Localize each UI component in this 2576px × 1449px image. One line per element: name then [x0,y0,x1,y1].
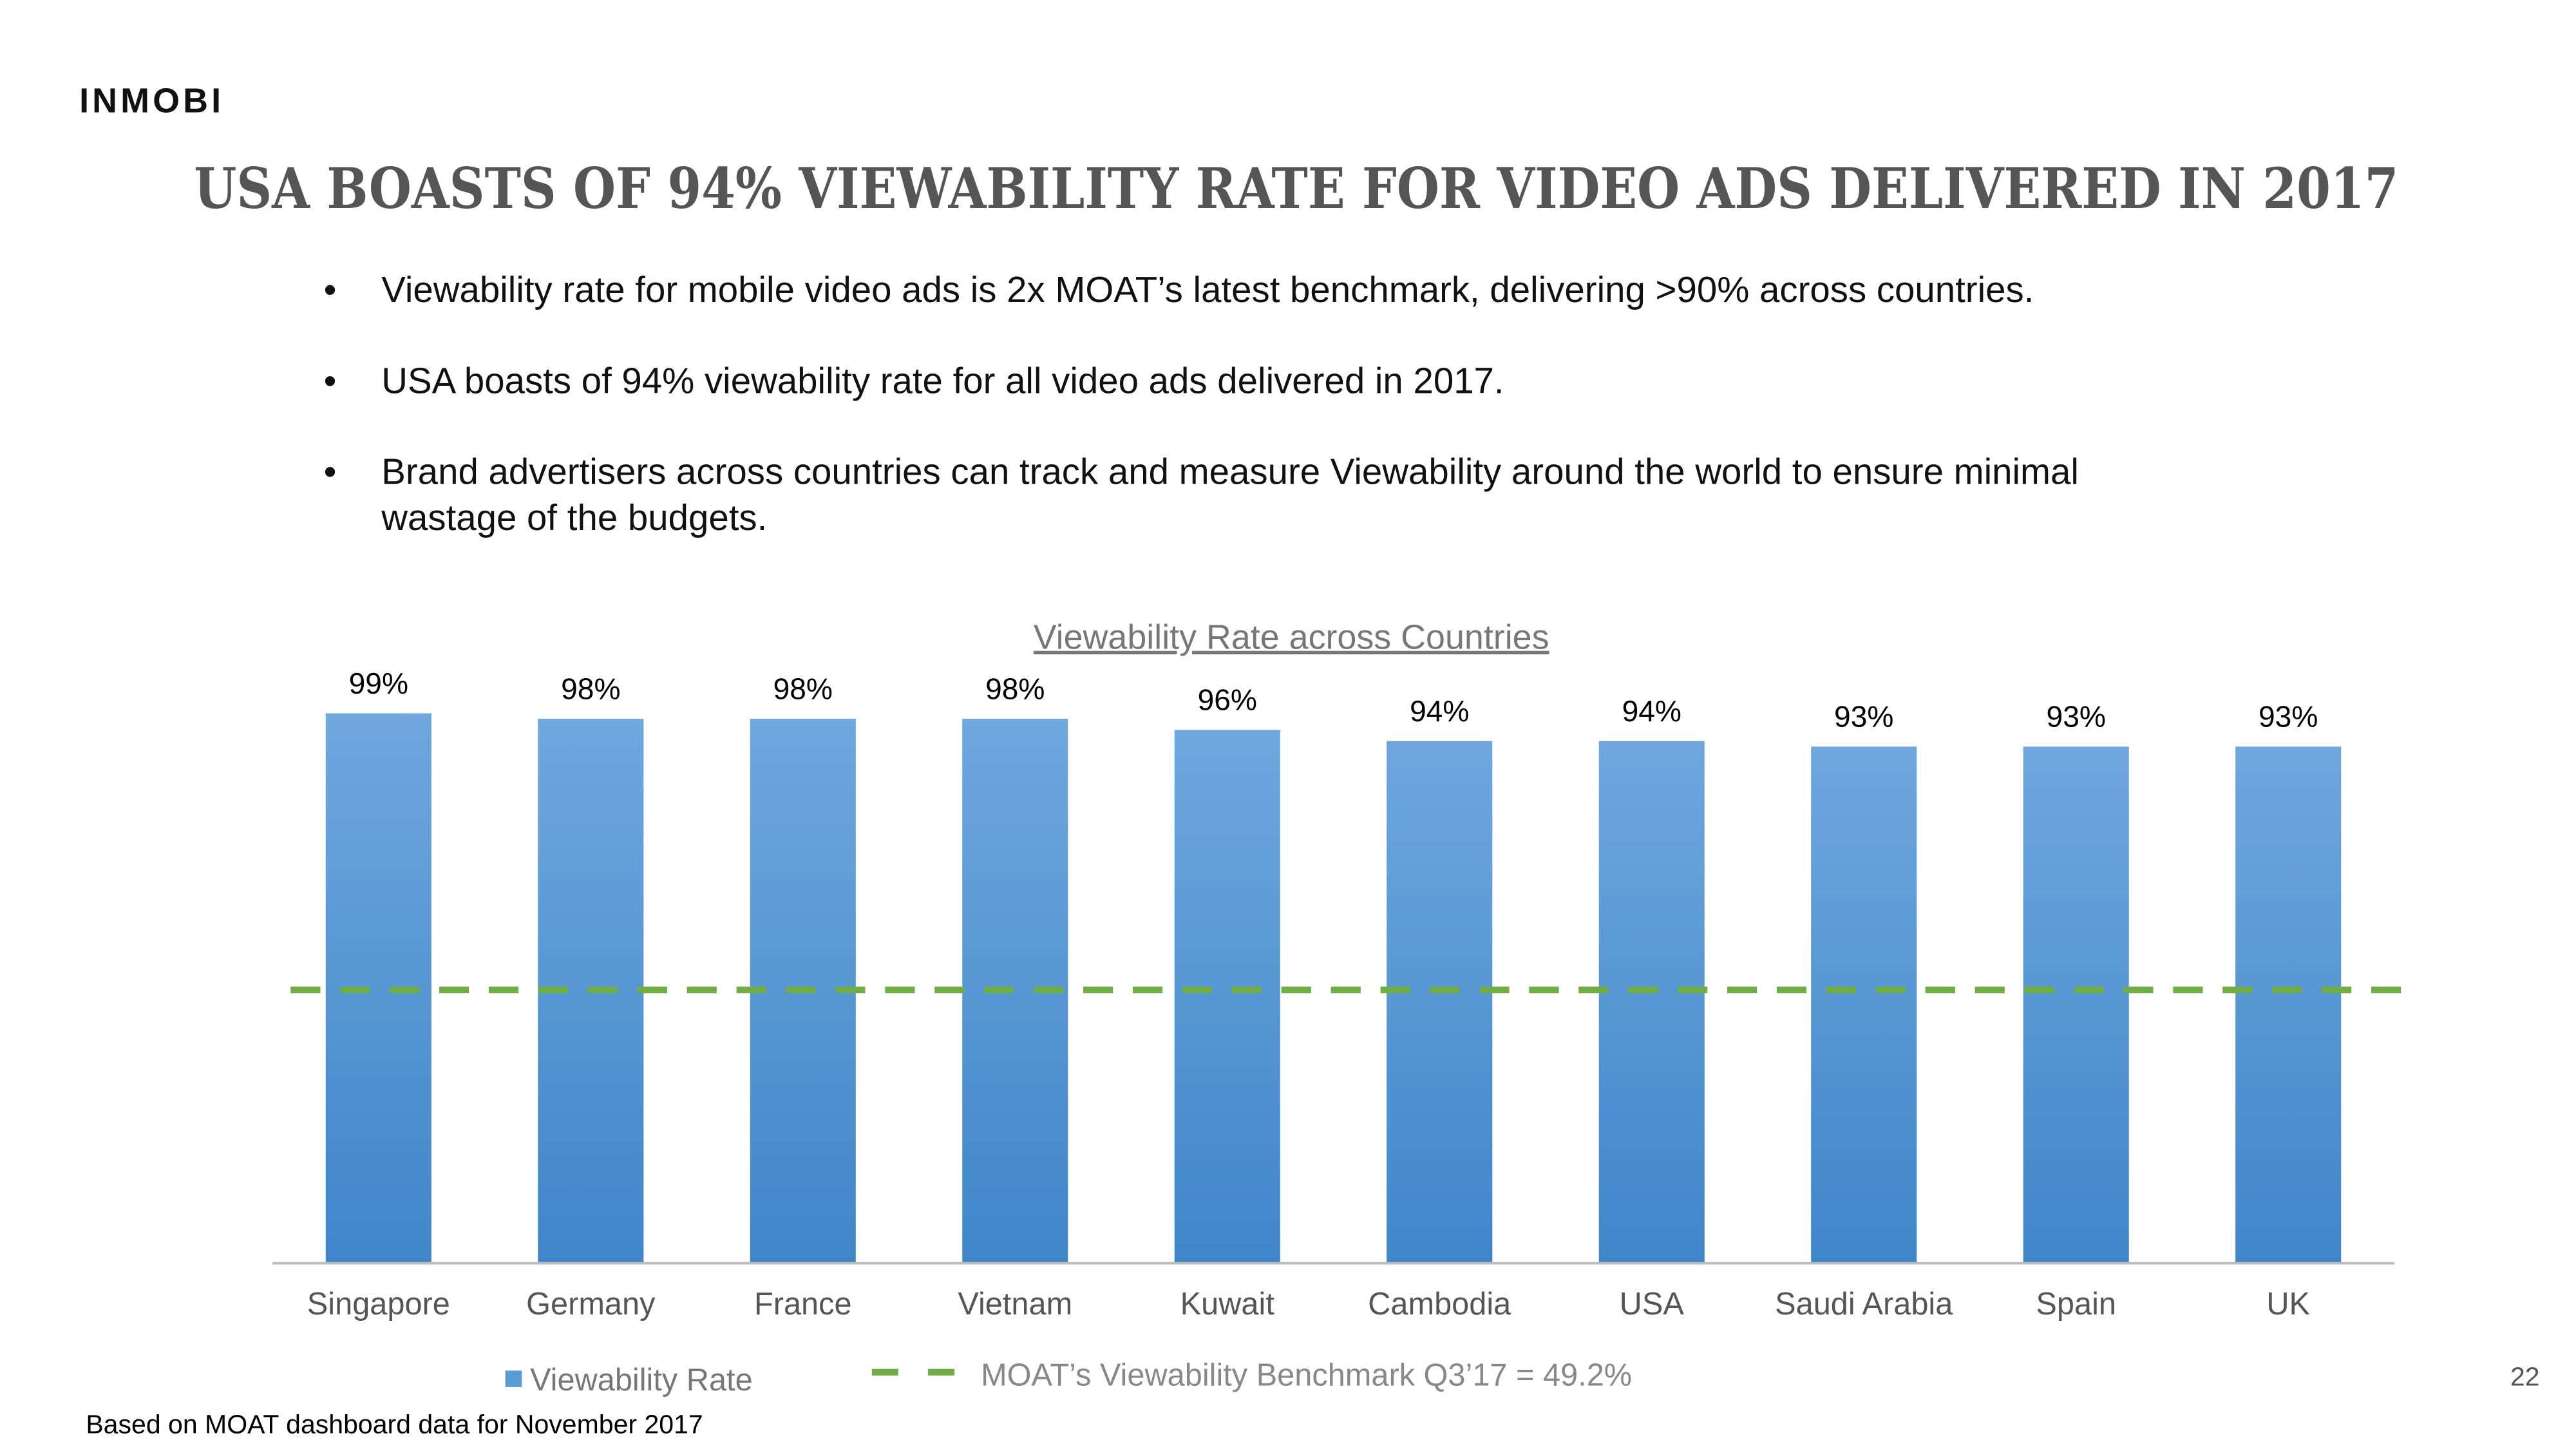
footnote: Based on MOAT dashboard data for Novembe… [86,1410,703,1439]
bar [1811,746,1917,1264]
x-tick-label: Kuwait [1180,1287,1275,1321]
x-tick-label: France [754,1287,852,1321]
legend-swatch [505,1370,522,1387]
legend-label: MOAT’s Viewability Benchmark Q3’17 = 49.… [981,1358,1632,1392]
data-label: 93% [2259,700,2318,734]
bar [1387,741,1493,1264]
bar [1174,730,1280,1264]
bullet-dot: • [324,360,337,401]
bullet-dot: • [324,451,337,491]
bar [1598,741,1705,1264]
x-tick-label: Spain [2036,1287,2116,1321]
data-label: 94% [1410,694,1469,728]
x-tick-label: Vietnam [958,1287,1072,1321]
x-tick-label: Singapore [307,1287,450,1321]
data-label: 93% [1834,700,1893,734]
data-label: 93% [2047,700,2106,734]
bar [2023,746,2129,1264]
legend-label: Viewability Rate [530,1363,753,1397]
data-label: 98% [773,672,833,705]
bullet-text: USA boasts of 94% viewability rate for a… [381,360,1504,401]
data-label: 98% [561,672,620,705]
x-tick-label: Saudi Arabia [1775,1287,1953,1321]
x-tick-label: Germany [526,1287,656,1321]
bar [2235,746,2342,1264]
data-label: 98% [985,672,1045,705]
data-label: 94% [1622,694,1681,728]
data-label: 96% [1198,683,1257,717]
data-label: 99% [349,667,408,700]
x-tick-label: UK [2266,1287,2310,1321]
bullet-text: Brand advertisers across countries can t… [381,451,2079,491]
bullet-text: Viewability rate for mobile video ads is… [381,269,2034,310]
bullet-text: wastage of the budgets. [381,497,767,538]
logo: INMOBI [79,81,224,120]
x-tick-label: Cambodia [1368,1287,1511,1321]
bullet-dot: • [324,269,337,310]
x-tick-label: USA [1620,1287,1685,1321]
chart-title: Viewability Rate across Countries [1034,618,1549,657]
page-number: 22 [2510,1361,2540,1391]
slide-title: USA BOASTS OF 94% VIEWABILITY RATE FOR V… [194,155,2398,222]
